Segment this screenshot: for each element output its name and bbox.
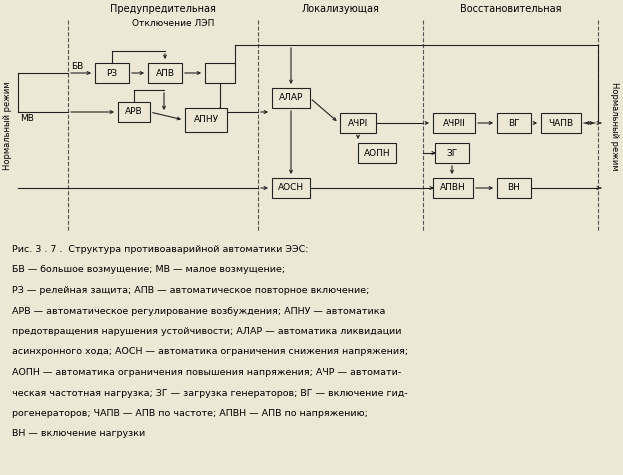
Text: Рис. 3 . 7 .  Структура противоаварийной автоматики ЭЭС:: Рис. 3 . 7 . Структура противоаварийной … [12, 245, 308, 254]
Text: рогенераторов; ЧАПВ — АПВ по частоте; АПВН — АПВ по напряжению;: рогенераторов; ЧАПВ — АПВ по частоте; АП… [12, 409, 368, 418]
Text: Предупредительная: Предупредительная [110, 4, 216, 14]
Text: РЗ — релейная защита; АПВ — автоматическое повторное включение;: РЗ — релейная защита; АПВ — автоматическ… [12, 286, 369, 295]
Text: асинхронного хода; АОСН — автоматика ограничения снижения напряжения;: асинхронного хода; АОСН — автоматика огр… [12, 348, 408, 357]
Text: БВ — большое возмущение; МВ — малое возмущение;: БВ — большое возмущение; МВ — малое возм… [12, 266, 285, 275]
Text: РЗ: РЗ [107, 68, 118, 77]
Bar [340, 113, 376, 133]
Text: АЛАР: АЛАР [279, 94, 303, 103]
Bar [185, 108, 227, 132]
Text: ВН: ВН [508, 183, 520, 192]
Text: АОПН: АОПН [364, 149, 391, 158]
Bar [497, 113, 531, 133]
Text: АЧРI: АЧРI [348, 118, 368, 127]
Bar [497, 178, 531, 198]
Text: ЧАПВ: ЧАПВ [548, 118, 574, 127]
Text: ВГ: ВГ [508, 118, 520, 127]
Bar [433, 113, 475, 133]
Text: АРВ — автоматическое регулирование возбуждения; АПНУ — автоматика: АРВ — автоматическое регулирование возбу… [12, 306, 386, 315]
Text: ческая частотная нагрузка; ЗГ — загрузка генераторов; ВГ — включение гид-: ческая частотная нагрузка; ЗГ — загрузка… [12, 389, 407, 398]
Bar [272, 178, 310, 198]
Text: Нормальный режим: Нормальный режим [4, 82, 12, 170]
Bar [433, 178, 473, 198]
Text: Локализующая: Локализующая [302, 4, 379, 14]
Bar [148, 63, 182, 83]
Text: Отключение ЛЭП: Отключение ЛЭП [132, 19, 214, 28]
Bar [358, 143, 396, 163]
Text: АПНУ: АПНУ [193, 115, 219, 124]
Text: АЧРII: АЧРII [442, 118, 465, 127]
Text: ВН — включение нагрузки: ВН — включение нагрузки [12, 429, 145, 438]
Text: предотвращения нарушения устойчивости; АЛАР — автоматика ликвидации: предотвращения нарушения устойчивости; А… [12, 327, 401, 336]
Text: Нормальный режим: Нормальный режим [611, 82, 619, 170]
Bar [272, 88, 310, 108]
Text: АОСН: АОСН [278, 183, 304, 192]
Text: МВ: МВ [20, 114, 34, 123]
Bar [118, 102, 150, 122]
Text: Восстановительная: Восстановительная [460, 4, 561, 14]
Text: БВ: БВ [71, 62, 83, 71]
Bar [435, 143, 469, 163]
Text: АПВН: АПВН [440, 183, 466, 192]
Text: АПВ: АПВ [156, 68, 174, 77]
Bar [95, 63, 129, 83]
Text: АРВ: АРВ [125, 107, 143, 116]
Text: АОПН — автоматика ограничения повышения напряжения; АЧР — автомати-: АОПН — автоматика ограничения повышения … [12, 368, 401, 377]
Bar [541, 113, 581, 133]
Text: ЗГ: ЗГ [446, 149, 458, 158]
Bar [205, 63, 235, 83]
